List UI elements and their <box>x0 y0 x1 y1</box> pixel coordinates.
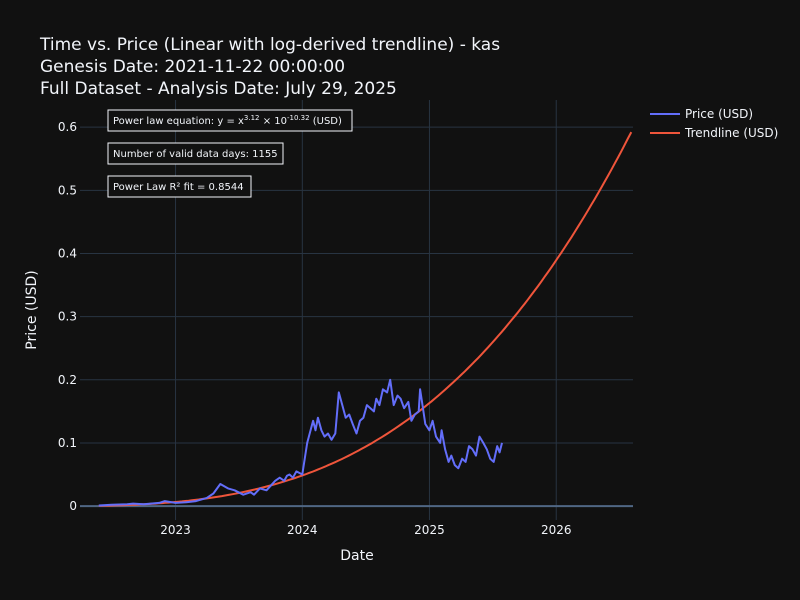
x-axis-title: Date <box>340 548 373 564</box>
y-tick-label: 0.6 <box>58 120 77 134</box>
y-tick-label: 0.1 <box>58 436 77 450</box>
annotation-equation-box <box>107 109 353 132</box>
chart-title-line-1: Time vs. Price (Linear with log-derived … <box>39 35 500 55</box>
annotation-r-squared: Power Law R² fit = 0.8544 <box>107 175 252 198</box>
y-tick-label: 0 <box>69 499 77 513</box>
annotation-r-squared-box <box>107 175 252 198</box>
y-axis-title: Price (USD) <box>24 270 40 349</box>
legend[interactable]: Price (USD) Trendline (USD) <box>650 107 778 140</box>
equation-suffix: (USD) <box>310 116 342 127</box>
annotation-valid-days: Number of valid data days: 1155 <box>107 142 284 165</box>
x-tick-label: 2026 <box>541 523 572 537</box>
annotation-equation-text: Power law equation: y = x3.12 × 10-10.32… <box>113 114 342 127</box>
legend-label-price[interactable]: Price (USD) <box>685 107 753 121</box>
y-tick-label: 0.3 <box>58 310 77 324</box>
price-series-line <box>98 378 503 507</box>
legend-label-trendline[interactable]: Trendline (USD) <box>684 126 778 140</box>
annotation-equation: Power law equation: y = x3.12 × 10-10.32… <box>107 109 353 132</box>
y-tick-label: 0.2 <box>58 373 77 387</box>
chart-title-line-3: Full Dataset - Analysis Date: July 29, 2… <box>40 79 397 99</box>
trendline-series-line <box>98 131 633 507</box>
x-tick-label: 2023 <box>160 523 191 537</box>
equation-power: -10.32 <box>287 114 310 122</box>
tick-layer: 0 0.1 0.2 0.3 0.4 0.5 0.6 2023 2024 2025 2026 <box>58 120 572 537</box>
y-tick-label: 0.4 <box>58 246 77 260</box>
annotation-r-squared-text: Power Law R² fit = 0.8544 <box>113 182 244 193</box>
annotation-valid-days-text: Number of valid data days: 1155 <box>113 149 278 160</box>
annotation-valid-days-box <box>107 142 284 165</box>
chart-title-line-2: Genesis Date: 2021-11-22 00:00:00 <box>40 57 345 77</box>
grid-layer <box>80 100 633 520</box>
equation-exponent: 3.12 <box>244 114 260 122</box>
series-layer <box>98 131 633 507</box>
equation-prefix: Power law equation: y = x <box>113 116 244 127</box>
x-tick-label: 2024 <box>287 523 318 537</box>
equation-middle: × 10 <box>260 116 287 127</box>
x-tick-label: 2025 <box>414 523 445 537</box>
y-tick-label: 0.5 <box>58 183 77 197</box>
